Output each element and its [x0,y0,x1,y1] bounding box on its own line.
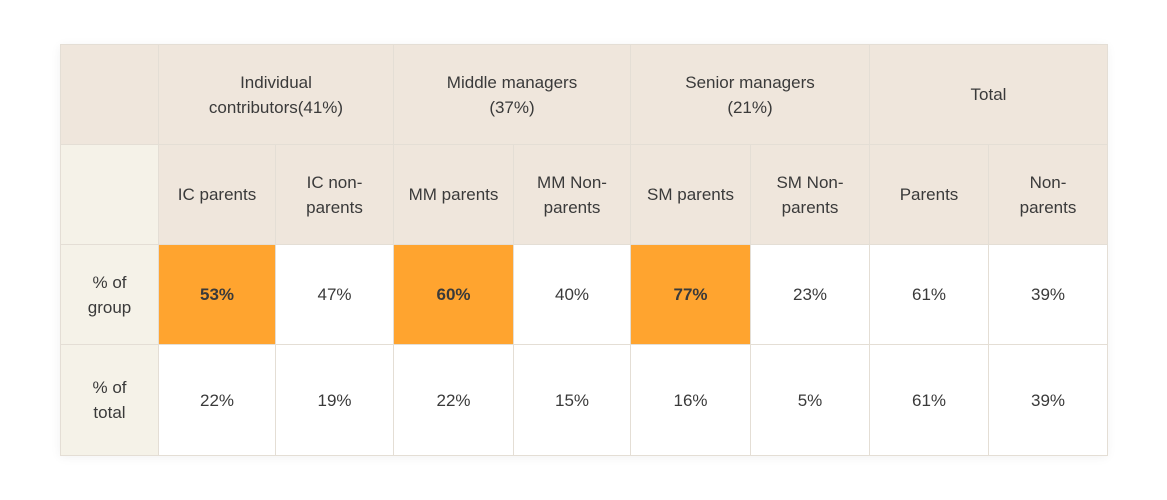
column-header: MM Non-parents [513,144,631,245]
column-header: Parents [869,144,989,245]
row-label-text: % of total [92,378,127,422]
table-cell: 61% [869,344,989,456]
corner-cell [60,44,159,145]
column-header: IC non-parents [275,144,394,245]
group-header-senior-managers: Senior managers (21%) [630,44,870,145]
column-header: SM parents [630,144,751,245]
table-row: % of total 22% 19% 22% 15% 16% 5% 61% 39% [60,344,1109,456]
group-header-total: Total [868,44,1109,145]
group-header-label: Senior managers (21%) [685,72,815,117]
column-header: MM parents [393,144,514,245]
table-cell: 15% [513,344,631,456]
table-cell: 77% [630,244,751,345]
table-cell: 61% [869,244,989,345]
group-header-label: Middle managers (37%) [446,72,578,117]
row-label: % of group [60,244,159,345]
table-cell: 16% [630,344,751,456]
table-cell: 22% [393,344,514,456]
group-header-label: Individual contributors(41%) [208,72,344,117]
column-header: Non-parents [987,144,1109,245]
column-header-label: SM Non-parents [776,172,844,217]
group-header-row: Individual contributors(41%) Middle mana… [60,44,1109,145]
group-header-individual-contributors: Individual contributors(41%) [158,44,394,145]
table-cell: 39% [987,344,1109,456]
table-cell: 19% [275,344,394,456]
empty-row-label-cell [60,144,159,245]
group-header-label: Total [970,85,1007,104]
data-table-container: Individual contributors(41%) Middle mana… [60,44,1109,456]
table-cell: 22% [158,344,276,456]
table-cell: 23% [750,244,870,345]
column-header-row: IC parents IC non-parents MM parents MM … [60,144,1109,245]
table-cell: 47% [275,244,394,345]
column-header-label: Non-parents [1019,172,1077,217]
column-header: IC parents [158,144,276,245]
row-label: % of total [60,344,159,456]
row-label-text: % of group [87,272,132,317]
column-header-label: MM Non-parents [537,172,607,217]
parents-by-role-table: Individual contributors(41%) Middle mana… [60,44,1109,456]
column-header-label: IC non-parents [306,172,363,217]
table-cell: 60% [393,244,514,345]
table-cell: 40% [513,244,631,345]
table-cell: 39% [987,244,1109,345]
table-cell: 5% [750,344,870,456]
table-row: % of group 53% 47% 60% 40% 77% 23% 61% 39% [60,244,1109,345]
table-cell: 53% [158,244,276,345]
column-header: SM Non-parents [750,144,870,245]
group-header-middle-managers: Middle managers (37%) [393,44,631,145]
